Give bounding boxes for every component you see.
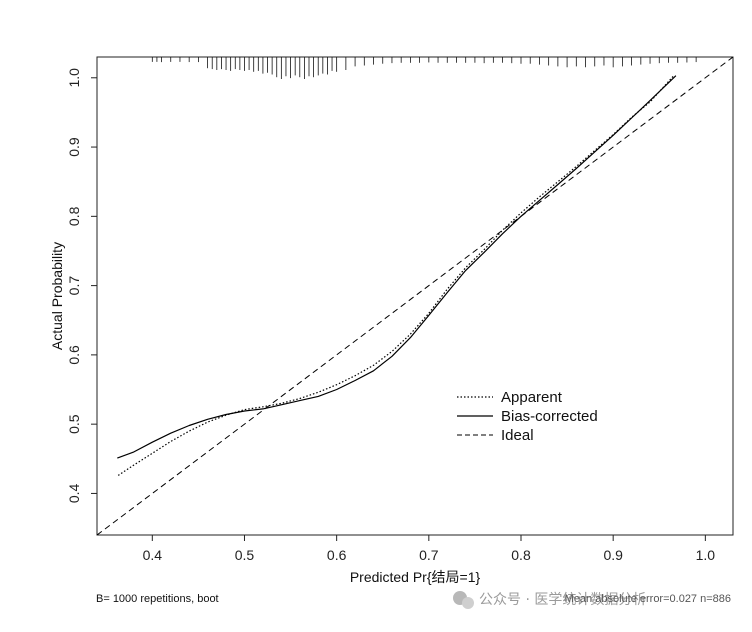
y-tick-label: 0.4 xyxy=(66,483,82,503)
series-lines xyxy=(97,57,733,535)
series-line-ideal xyxy=(97,57,733,535)
y-tick-label: 0.5 xyxy=(66,414,82,434)
x-tick-label: 0.7 xyxy=(419,547,439,563)
y-tick-label: 0.8 xyxy=(66,206,82,226)
x-tick-label: 0.9 xyxy=(603,547,623,563)
x-tick-label: 1.0 xyxy=(696,547,716,563)
y-axis: 0.4 0.5 0.6 0.7 0.8 0.9 1.0 xyxy=(66,68,97,503)
legend-label-ideal: Ideal xyxy=(501,427,534,444)
y-tick-label: 1.0 xyxy=(66,68,82,88)
legend: Apparent Bias-corrected Ideal xyxy=(457,389,598,444)
x-tick-label: 0.6 xyxy=(327,547,347,563)
plot-frame xyxy=(96,56,734,536)
y-tick-label: 0.7 xyxy=(66,276,82,296)
x-axis-title: Predicted Pr{结局=1} xyxy=(350,569,481,585)
series-line-bias-corrected xyxy=(117,75,677,459)
mae-note: Mean absolute error=0.027 n=886 xyxy=(565,593,731,605)
legend-label-apparent: Apparent xyxy=(501,389,563,406)
x-tick-label: 0.5 xyxy=(235,547,255,563)
legend-label-bias-corrected: Bias-corrected xyxy=(501,408,598,425)
x-tick-label: 0.8 xyxy=(511,547,531,563)
watermark: 公众号 · 医学统计数据分析 xyxy=(453,591,646,609)
x-tick-label: 0.4 xyxy=(143,547,163,563)
x-axis: 0.4 0.5 0.6 0.7 0.8 0.9 1.0 xyxy=(143,535,716,563)
wechat-icon xyxy=(453,591,474,609)
y-axis-title: Actual Probability xyxy=(49,242,65,350)
watermark-text: 公众号 · 医学统计数据分析 xyxy=(479,592,646,608)
y-tick-label: 0.6 xyxy=(66,345,82,365)
rug-plot xyxy=(151,57,697,79)
y-tick-label: 0.9 xyxy=(66,137,82,157)
bootstrap-note: B= 1000 repetitions, boot xyxy=(96,593,219,605)
